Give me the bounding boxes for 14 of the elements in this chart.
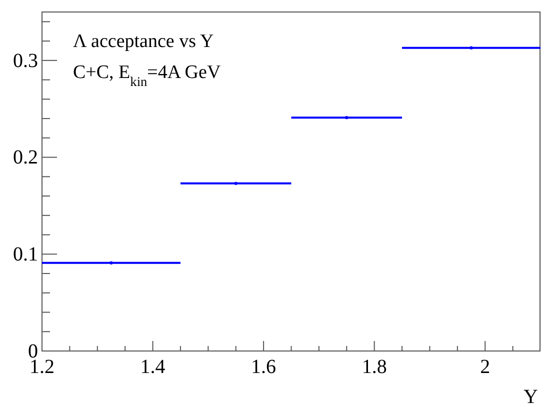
text: Λ acceptance vs Y <box>73 31 214 52</box>
y-tick-label: 0.3 <box>13 50 38 72</box>
x-tick-label: 2 <box>480 356 490 378</box>
x-tick-label: 1.8 <box>362 356 387 378</box>
y-tick-label: 0.1 <box>13 244 38 266</box>
x-tick-label: 1.4 <box>140 356 166 378</box>
y-tick-label: 0.2 <box>13 146 38 169</box>
x-axis-title: Y <box>524 386 538 408</box>
point <box>470 46 473 50</box>
text: C+C, E$_{kin}$=4A GeV <box>73 62 221 88</box>
point <box>345 116 348 120</box>
point <box>110 261 113 264</box>
x-tick-label: 1.6 <box>251 356 276 378</box>
point <box>234 182 238 186</box>
